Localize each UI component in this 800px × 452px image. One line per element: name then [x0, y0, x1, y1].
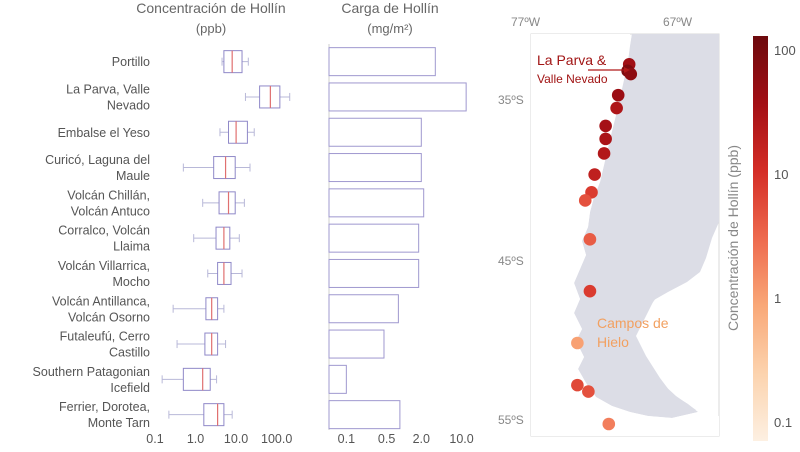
boxplot-tick-label: 1.0: [187, 432, 204, 446]
site-label: Volcán Chillán, Volcán Antuco: [67, 188, 150, 218]
boxplot-tick-label: 100.0: [261, 432, 292, 446]
lon-label-77w: 77ºW: [511, 15, 541, 29]
site-label: Ferrier, Dorotea, Monte Tarn: [59, 400, 150, 430]
load-bar: [328, 400, 401, 430]
colorbar-tick-label: 100: [774, 43, 796, 58]
bar-title-line1: Carga de Hollín: [341, 0, 438, 16]
colorbar-tick-label: 1: [774, 291, 781, 306]
lon-label-67w: 67ºW: [663, 15, 693, 29]
map-sample-point: [597, 147, 611, 160]
colorbar-tick-label: 0.1: [774, 415, 792, 430]
boxplot-title-line1: Concentración de Hollín: [136, 0, 285, 16]
map-sample-point: [571, 336, 584, 350]
site-label: La Parva, Valle Nevado: [66, 82, 150, 112]
box-iqr: [218, 191, 236, 215]
load-bar: [328, 153, 422, 183]
annotation-la-parva-line2: Valle Nevado: [537, 72, 608, 86]
site-label: Portillo: [112, 55, 150, 69]
concentration-boxplot-panel: Concentración de Hollín (ppb) Portillo La…: [33, 0, 293, 446]
site-label: Corralco, Volcán Llaima: [58, 224, 150, 254]
bar-tick-label: 0.5: [378, 432, 395, 446]
map-sample-point: [602, 417, 616, 431]
boxplot-tick-label: 10.0: [224, 432, 248, 446]
bar-tick-label: 2.0: [413, 432, 430, 446]
site-label: Embalse el Yeso: [58, 126, 150, 140]
box-iqr: [203, 403, 225, 427]
site-label: Volcán Antillanca, Volcán Osorno: [52, 294, 150, 324]
map-sample-point: [583, 233, 597, 246]
load-bar: [328, 188, 425, 218]
annotation-campos-line1: Campos de: [597, 315, 669, 331]
annotation-campos-line2: Hielo: [597, 334, 629, 350]
colorbar-tick-label: 10: [774, 167, 788, 182]
map-sample-point: [611, 88, 625, 102]
colorbar-gradient: [753, 36, 768, 441]
bar-marks: [328, 47, 467, 430]
colorbar-panel: 0.1 1 10 100 Concentración de Hollín (ppb): [725, 36, 796, 441]
site-label: Volcán Villarrica, Mocho: [58, 259, 150, 289]
map-sample-point: [571, 378, 584, 392]
box-iqr: [223, 50, 243, 74]
load-bar: [328, 364, 347, 394]
site-label: Curicó, Laguna del Maule: [45, 153, 150, 183]
map-sample-point: [578, 194, 592, 207]
box-iqr: [215, 226, 231, 250]
pacific-ocean-shape: [531, 34, 719, 436]
map-sample-points: [571, 58, 638, 431]
boxplot-x-ticks: 0.1 1.0 10.0 100.0: [146, 432, 292, 446]
map-sample-point: [610, 101, 623, 115]
bar-tick-label: 0.1: [338, 432, 355, 446]
map-sample-point: [588, 168, 601, 181]
annotation-la-parva-line1: La Parva &: [537, 52, 607, 68]
bar-tick-label: 10.0: [449, 432, 473, 446]
lat-label-55s: 55ºS: [498, 413, 524, 427]
colorbar-ticks: 0.1 1 10 100: [774, 43, 796, 430]
load-bar: [328, 117, 422, 147]
load-bar: [328, 294, 399, 324]
site-label: Futaleufú, Cerro Castillo: [60, 330, 150, 360]
boxplot-tick-label: 0.1: [146, 432, 163, 446]
lat-label-35s: 35ºS: [498, 93, 524, 107]
load-bar: [328, 329, 385, 359]
site-labels: Portillo La Parva, Valle Nevado Embalse el …: [33, 55, 151, 430]
andes-core-shape: [584, 34, 719, 416]
map-sample-point: [583, 284, 597, 298]
map-sample-point: [599, 119, 612, 133]
bar-x-ticks: 0.1 0.5 2.0 10.0: [338, 432, 474, 446]
load-bar: [328, 47, 436, 77]
boxplot-title-line2: (ppb): [196, 21, 226, 36]
map-sample-point: [582, 385, 595, 398]
load-bar: [328, 82, 467, 112]
bar-title-line2: (mg/m²): [367, 21, 413, 36]
box-iqr: [182, 367, 211, 391]
site-label: Southern Patagonian Icefield: [33, 365, 151, 395]
load-bar: [328, 223, 420, 253]
load-bar-panel: Carga de Hollín (mg/m²) 0.1 0.5 2.0 10.0: [328, 0, 474, 446]
box-iqr: [213, 156, 236, 180]
annotation-arrow-head: [624, 67, 630, 73]
box-iqr: [228, 120, 248, 144]
colorbar-label: Concentración de Hollín (ppb): [725, 145, 741, 331]
lat-label-45s: 45ºS: [498, 254, 524, 268]
load-bar: [328, 258, 420, 288]
map-sample-point: [599, 132, 612, 146]
box-marks: [161, 50, 291, 427]
map-panel: 77ºW 67ºW 35ºS 45ºS 55ºS La Parva & Vall…: [498, 15, 720, 437]
box-iqr: [259, 85, 281, 109]
